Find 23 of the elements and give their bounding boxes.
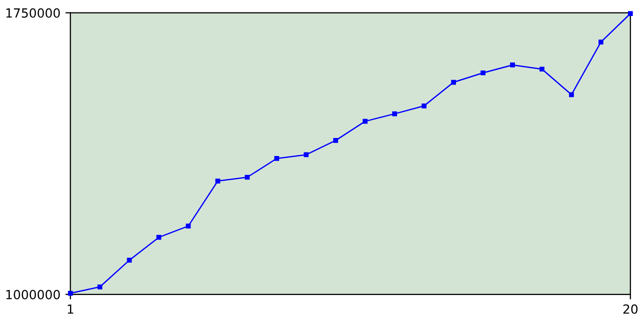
point <box>244 174 250 180</box>
y-tick-label: 1000000 <box>6 290 60 300</box>
point <box>422 103 427 108</box>
point <box>274 156 280 161</box>
point <box>569 92 574 98</box>
point <box>186 224 191 228</box>
point <box>628 11 633 16</box>
point <box>362 118 368 124</box>
point <box>333 138 338 143</box>
point <box>392 111 398 116</box>
point <box>97 284 102 290</box>
point <box>304 152 309 158</box>
x-tick-label: 1 <box>68 304 74 314</box>
point <box>540 66 544 72</box>
point <box>480 70 486 76</box>
point <box>451 80 456 85</box>
point <box>510 62 515 68</box>
point <box>156 234 162 240</box>
point <box>215 178 220 184</box>
x-tick-label: 20 <box>623 304 638 314</box>
y-tick-label: 1750000 <box>6 8 60 18</box>
point <box>598 40 604 45</box>
point <box>126 258 132 263</box>
